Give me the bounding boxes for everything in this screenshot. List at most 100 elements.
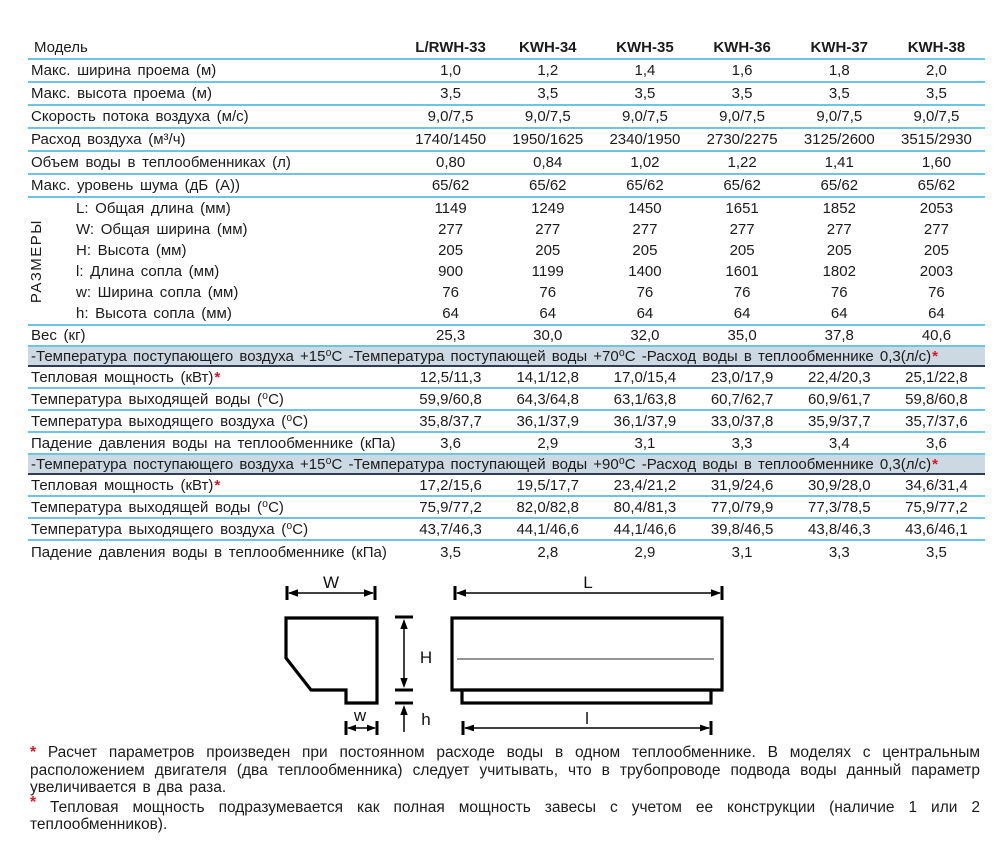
cell-value: 19,5/17,7 xyxy=(516,476,580,494)
dim-label-nozzle-width: w xyxy=(353,706,367,725)
table-row: w: Ширина сопла (мм) 76 76 76 76 76 76 xyxy=(28,282,985,303)
dimensions-group-label: РАЗМЕРЫ xyxy=(28,218,45,304)
cell-value: 9,0/7,5 xyxy=(913,108,960,125)
cell-value: 1651 xyxy=(725,200,759,217)
row-label: Температура выходящего воздуха (⁰С) xyxy=(31,521,309,538)
cell-value: 65/62 xyxy=(723,177,761,194)
cell-value: 205 xyxy=(729,242,755,259)
cell-value: 12,5/11,3 xyxy=(419,368,482,386)
cell-value: 30,9/28,0 xyxy=(807,476,871,494)
table-row: Температура выходящей воды (⁰С) 59,9/60,… xyxy=(28,389,985,411)
cell-value: 82,0/82,8 xyxy=(516,498,580,516)
table-row: h: Высота сопла (мм) 64 64 64 64 64 64 xyxy=(28,303,985,324)
cell-value: 3,3 xyxy=(828,543,850,561)
cell-value: 277 xyxy=(535,221,561,238)
cell-value: 2,8 xyxy=(537,543,559,561)
cell-value: 80,4/81,3 xyxy=(613,498,677,516)
cell-value: 277 xyxy=(729,221,755,238)
cell-value: 17,2/15,6 xyxy=(419,476,482,494)
cell-value: 3,6 xyxy=(926,434,947,452)
spec-table: Модель L/RWH-33 KWH-34 KWH-35 KWH-36 KWH… xyxy=(28,36,985,563)
cell-value: 1,0 xyxy=(440,62,462,79)
cell-value: 22,4/20,3 xyxy=(807,368,871,386)
footnote-marker: * xyxy=(214,368,221,386)
cell-value: 1,2 xyxy=(537,62,559,79)
cell-value: 1400 xyxy=(628,263,662,280)
dim-label-overall-length: L xyxy=(583,575,592,592)
cell-value: 60,9/61,7 xyxy=(807,390,871,408)
cell-value: 37,8 xyxy=(824,327,854,344)
cell-value: 59,9/60,8 xyxy=(419,390,482,408)
row-label: h: Высота сопла (мм) xyxy=(76,305,232,322)
row-label: Макс. ширина проема (м) xyxy=(31,62,217,79)
table-row: l: Длина сопла (мм) 900 1199 1400 1601 1… xyxy=(28,261,985,282)
footnote-text: Тепловая мощность подразумевается как по… xyxy=(30,798,980,834)
footnote-star: * xyxy=(30,744,37,761)
cell-value: 76 xyxy=(636,284,654,301)
section-70c: Тепловая мощность (кВт)* 12,5/11,3 14,1/… xyxy=(28,367,985,455)
cell-value: 76 xyxy=(539,284,557,301)
cell-value: 3,5 xyxy=(440,543,462,561)
cell-value: 75,9/77,2 xyxy=(905,498,968,516)
cell-value: 1249 xyxy=(531,200,565,217)
cell-value: 64 xyxy=(830,305,848,322)
cell-value: 1,60 xyxy=(921,154,952,171)
cell-value: 1199 xyxy=(531,263,564,280)
footnotes: * Расчет параметров произведен при посто… xyxy=(30,744,980,834)
cell-value: 2,9 xyxy=(634,543,656,561)
table-row: Расход воздуха (м³/ч) 1740/1450 1950/162… xyxy=(28,129,985,152)
cell-value: 2,9 xyxy=(537,434,559,452)
cell-value: 1,8 xyxy=(828,62,850,79)
cell-value: 33,0/37,8 xyxy=(710,412,774,430)
row-label: Падение давления воды на теплообменнике … xyxy=(31,434,396,452)
cell-value: 3,4 xyxy=(828,434,850,452)
conditions-text: -Температура поступающего воздуха +15⁰С … xyxy=(31,348,932,365)
cell-value: 3,5 xyxy=(440,85,462,102)
cell-value: 76 xyxy=(928,284,945,301)
footnote-1: * Расчет параметров произведен при посто… xyxy=(30,744,980,797)
cell-value: 277 xyxy=(438,221,464,238)
cell-value: 2730/2275 xyxy=(706,131,778,148)
cell-value: 65/62 xyxy=(626,177,664,194)
row-label: Расход воздуха (м³/ч) xyxy=(31,131,186,148)
row-label: w: Ширина сопла (мм) xyxy=(76,284,239,301)
cell-value: 3,5 xyxy=(731,85,753,102)
cell-value: 44,1/46,6 xyxy=(613,520,677,538)
cell-value: 32,0 xyxy=(630,327,660,344)
dim-label-overall-width: W xyxy=(323,575,339,592)
cell-value: 35,0 xyxy=(727,327,757,344)
dimensions-group: РАЗМЕРЫ L: Общая длина (мм) 1149 1249 14… xyxy=(28,198,985,326)
table-row: Вес (кг) 25,3 30,0 32,0 35,0 37,8 40,6 xyxy=(28,326,985,347)
model-column-header: Модель xyxy=(34,38,88,56)
cell-value: 3,5 xyxy=(828,85,850,102)
cell-value: 205 xyxy=(535,242,561,259)
cell-value: 39,8/46,5 xyxy=(710,520,774,538)
cell-value: 2053 xyxy=(919,200,954,217)
table-row: Макс. уровень шума (дБ (А)) 65/62 65/62 … xyxy=(28,175,985,198)
table-row: Тепловая мощность (кВт)* 17,2/15,6 19,5/… xyxy=(28,475,985,497)
conditions-text: -Температура поступающего воздуха +15⁰С … xyxy=(31,456,932,473)
footnote-text: Расчет параметров произведен при постоян… xyxy=(30,744,980,796)
row-label: Температура выходящей воды (⁰С) xyxy=(31,391,284,408)
cell-value: 63,1/63,8 xyxy=(613,390,677,408)
table-row: Падение давления воды в теплообменнике (… xyxy=(28,541,985,563)
cell-value: 77,3/78,5 xyxy=(807,498,871,516)
cell-value: 65/62 xyxy=(528,177,567,194)
cell-value: 1,6 xyxy=(731,62,753,79)
cell-value: 23,0/17,9 xyxy=(710,368,774,386)
row-label: Макс. высота проема (м) xyxy=(31,85,212,102)
cell-value: 64 xyxy=(733,305,751,322)
cell-value: 3,6 xyxy=(440,434,462,452)
cell-value: 1740/1450 xyxy=(415,131,487,148)
cell-value: 0,84 xyxy=(533,154,563,171)
model-name: KWH-35 xyxy=(616,38,674,56)
row-label-text: Тепловая мощность (кВт) xyxy=(31,368,214,386)
cell-value: 3,5 xyxy=(926,543,947,561)
cell-value: 3,5 xyxy=(537,85,559,102)
cell-value: 64 xyxy=(442,305,459,322)
cell-value: 43,6/46,1 xyxy=(905,520,968,538)
cell-value: 3125/2600 xyxy=(803,131,875,148)
row-label: Скорость потока воздуха (м/с) xyxy=(31,108,249,125)
table-row: Макс. ширина проема (м) 1,0 1,2 1,4 1,6 … xyxy=(28,60,985,83)
model-name: L/RWH-33 xyxy=(415,38,486,56)
